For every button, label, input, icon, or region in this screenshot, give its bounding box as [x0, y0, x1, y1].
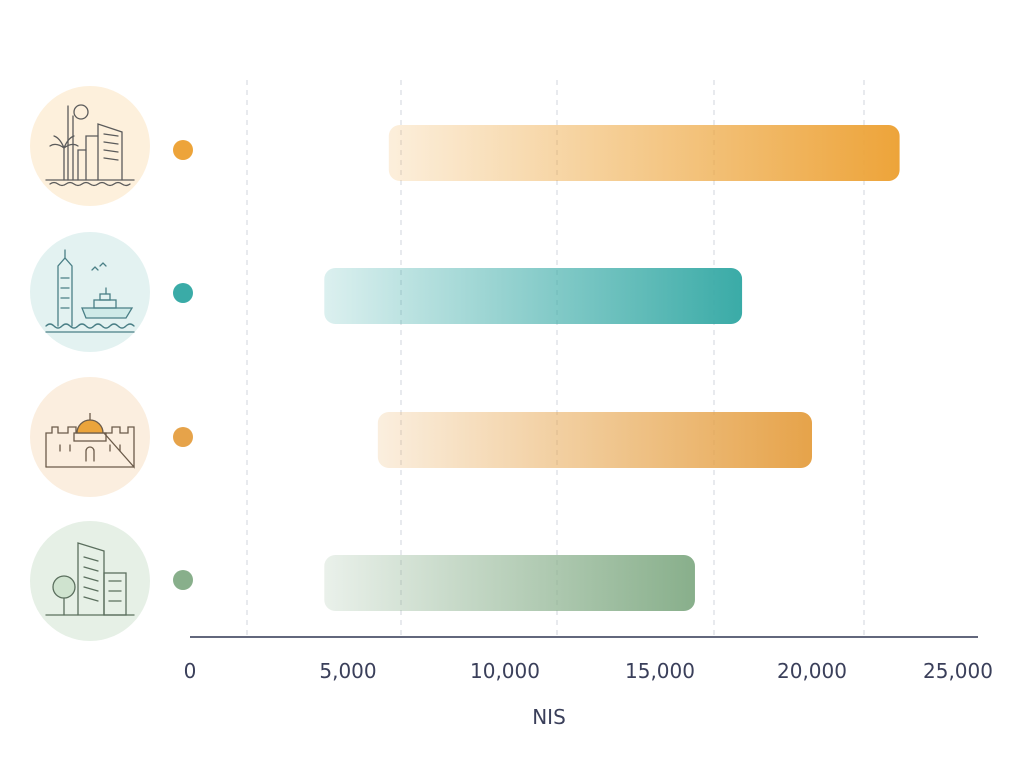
bar	[388, 125, 900, 181]
bar	[324, 555, 695, 611]
x-tick-label: 25,000	[923, 659, 993, 683]
x-tick-label: 20,000	[777, 659, 847, 683]
x-tick-label: 10,000	[470, 659, 540, 683]
old-city-dome-icon	[30, 377, 150, 497]
modern-city-icon	[30, 521, 150, 641]
category-icons	[30, 86, 150, 641]
port-city-icon	[30, 232, 150, 352]
category-dot	[173, 427, 193, 447]
x-axis-label: NIS	[532, 705, 566, 729]
bar	[377, 412, 812, 468]
coastal-city-icon	[30, 86, 150, 206]
category-dot	[173, 570, 193, 590]
x-tick-label: 5,000	[319, 659, 376, 683]
x-tick-label: 15,000	[625, 659, 695, 683]
x-tick-label: 0	[184, 659, 197, 683]
x-axis: 0 5,000 10,000 15,000 20,000 25,000	[184, 636, 993, 683]
bar	[324, 268, 743, 324]
category-dot	[173, 140, 193, 160]
category-dot	[173, 283, 193, 303]
category-markers	[173, 140, 193, 590]
bars	[324, 125, 900, 611]
